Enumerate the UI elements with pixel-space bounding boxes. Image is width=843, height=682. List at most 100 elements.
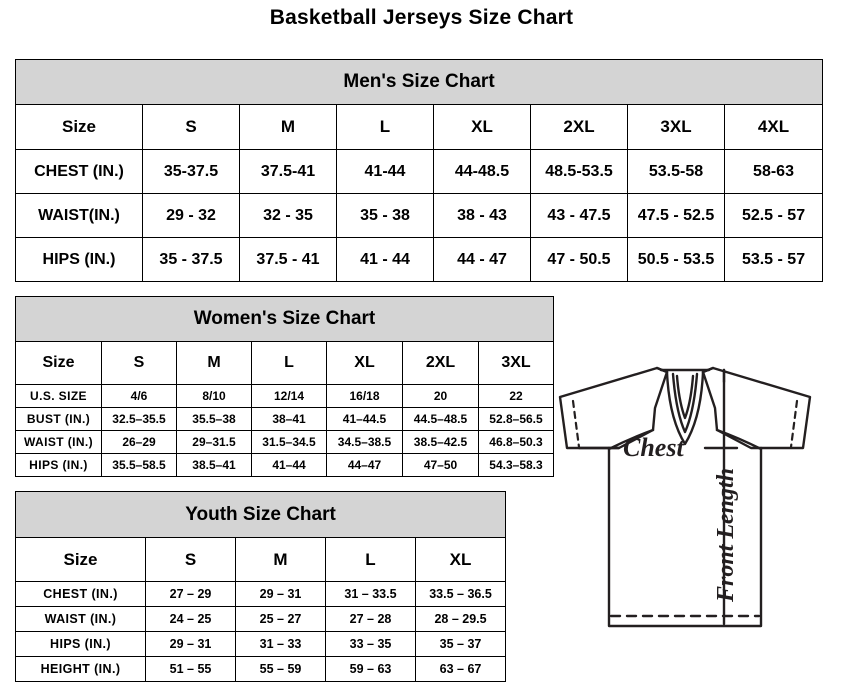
mens-header-cell: L [336, 104, 434, 150]
mens-size-chart-table: Men's Size Chart Size S M L XL 2XL 3XL 4… [14, 59, 824, 282]
right-sleeve-shape [701, 366, 812, 450]
womens-data-cell: 32.5–35.5 [101, 407, 177, 431]
mens-data-cell: 50.5 - 53.5 [627, 237, 725, 282]
womens-header-cell: XL [326, 341, 403, 385]
mens-data-cell: 29 - 32 [142, 193, 240, 238]
mens-header-cell: 3XL [627, 104, 725, 150]
womens-data-cell: 35.5–38 [176, 407, 252, 431]
womens-header-cell: S [101, 341, 177, 385]
mens-data-cell: 35 - 37.5 [142, 237, 240, 282]
mens-header-row: Size S M L XL 2XL 3XL 4XL [15, 104, 824, 150]
womens-data-cell: 26–29 [101, 430, 177, 454]
mens-data-cell: 32 - 35 [239, 193, 337, 238]
womens-data-cell: 8/10 [176, 384, 252, 408]
youth-header-cell: M [235, 537, 326, 582]
womens-header-cell: M [176, 341, 252, 385]
womens-data-cell: 46.8–50.3 [478, 430, 554, 454]
mens-data-cell: 53.5 - 57 [723, 237, 824, 282]
youth-row-label: HIPS (IN.) [15, 631, 146, 657]
womens-header-cell: 2XL [402, 341, 479, 385]
mens-data-cell: 41-44 [336, 149, 434, 194]
jersey-body-shape [607, 446, 763, 628]
womens-table-band: Women's Size Chart [15, 296, 554, 342]
mens-data-cell: 41 - 44 [336, 237, 434, 282]
youth-data-cell: 59 – 63 [325, 656, 416, 682]
mens-data-cell: 35-37.5 [142, 149, 240, 194]
youth-data-cell: 29 – 31 [235, 581, 326, 607]
womens-data-cell: 44–47 [326, 453, 403, 477]
chest-label: Chest [623, 433, 684, 462]
youth-data-cell: 27 – 29 [145, 581, 236, 607]
table-row: CHEST (IN.) 27 – 29 29 – 31 31 – 33.5 33… [15, 581, 507, 607]
womens-data-cell: 35.5–58.5 [101, 453, 177, 477]
youth-data-cell: 27 – 28 [325, 606, 416, 632]
mens-data-cell: 44-48.5 [433, 149, 531, 194]
womens-data-cell: 31.5–34.5 [251, 430, 327, 454]
womens-data-cell: 41–44 [251, 453, 327, 477]
mens-header-cell: S [142, 104, 240, 150]
youth-data-cell: 33 – 35 [325, 631, 416, 657]
womens-header-row: Size S M L XL 2XL 3XL [15, 341, 554, 385]
womens-data-cell: 41–44.5 [326, 407, 403, 431]
youth-row-label: WAIST (IN.) [15, 606, 146, 632]
table-row: BUST (IN.) 32.5–35.5 35.5–38 38–41 41–44… [15, 407, 554, 431]
youth-data-cell: 28 – 29.5 [414, 606, 507, 632]
table-row: CHEST (IN.) 35-37.5 37.5-41 41-44 44-48.… [15, 149, 824, 194]
table-row: HIPS (IN.) 29 – 31 31 – 33 33 – 35 35 – … [15, 631, 507, 657]
mens-header-cell: XL [433, 104, 531, 150]
womens-data-cell: 47–50 [402, 453, 479, 477]
mens-data-cell: 38 - 43 [433, 193, 531, 238]
table-row: HEIGHT (IN.) 51 – 55 55 – 59 59 – 63 63 … [15, 656, 507, 682]
mens-data-cell: 47.5 - 52.5 [627, 193, 725, 238]
youth-header-cell: S [145, 537, 236, 582]
youth-data-cell: 31 – 33.5 [325, 581, 416, 607]
womens-row-label: HIPS (IN.) [15, 453, 102, 477]
womens-row-label: BUST (IN.) [15, 407, 102, 431]
mens-data-cell: 52.5 - 57 [723, 193, 824, 238]
womens-data-cell: 29–31.5 [176, 430, 252, 454]
mens-row-label: CHEST (IN.) [15, 149, 143, 194]
womens-data-cell: 44.5–48.5 [402, 407, 479, 431]
mens-table-band: Men's Size Chart [14, 59, 824, 105]
womens-row-label: U.S. SIZE [15, 384, 102, 408]
womens-data-cell: 34.5–38.5 [326, 430, 403, 454]
youth-header-cell: L [325, 537, 416, 582]
table-row: HIPS (IN.) 35.5–58.5 38.5–41 41–44 44–47… [15, 453, 554, 477]
table-row: WAIST(IN.) 29 - 32 32 - 35 35 - 38 38 - … [15, 193, 824, 238]
mens-data-cell: 47 - 50.5 [530, 237, 628, 282]
womens-data-cell: 16/18 [326, 384, 403, 408]
womens-data-cell: 20 [402, 384, 479, 408]
youth-data-cell: 29 – 31 [145, 631, 236, 657]
youth-row-label: HEIGHT (IN.) [15, 656, 146, 682]
mens-data-cell: 44 - 47 [433, 237, 531, 282]
mens-data-cell: 37.5 - 41 [239, 237, 337, 282]
mens-header-cell: Size [15, 104, 143, 150]
womens-data-cell: 54.3–58.3 [478, 453, 554, 477]
table-row: WAIST (IN.) 26–29 29–31.5 31.5–34.5 34.5… [15, 430, 554, 454]
youth-data-cell: 51 – 55 [145, 656, 236, 682]
youth-data-cell: 24 – 25 [145, 606, 236, 632]
front-length-label: Front Length [713, 468, 739, 603]
jersey-measurement-diagram: Chest Front Length [527, 352, 843, 679]
page-title: Basketball Jerseys Size Chart [269, 6, 574, 29]
table-row: WAIST (IN.) 24 – 25 25 – 27 27 – 28 28 –… [15, 606, 507, 632]
right-cuff-dashed-line [789, 399, 799, 449]
youth-row-label: CHEST (IN.) [15, 581, 146, 607]
mens-row-label: WAIST(IN.) [15, 193, 143, 238]
youth-data-cell: 33.5 – 36.5 [414, 581, 507, 607]
mens-data-cell: 35 - 38 [336, 193, 434, 238]
mens-row-label: HIPS (IN.) [15, 237, 143, 282]
youth-header-cell: XL [414, 537, 507, 582]
right-armhole-curve [715, 428, 763, 451]
womens-size-chart-table: Women's Size Chart Size S M L XL 2XL 3XL… [15, 296, 554, 477]
mens-header-cell: M [239, 104, 337, 150]
womens-data-cell: 38.5–41 [176, 453, 252, 477]
youth-size-chart-table: Youth Size Chart Size S M L XL CHEST (IN… [14, 491, 507, 682]
womens-data-cell: 38.5–42.5 [402, 430, 479, 454]
table-row: U.S. SIZE 4/6 8/10 12/14 16/18 20 22 [15, 384, 554, 408]
mens-header-cell: 2XL [530, 104, 628, 150]
youth-data-cell: 31 – 33 [235, 631, 326, 657]
youth-header-cell: Size [15, 537, 146, 582]
table-row: HIPS (IN.) 35 - 37.5 37.5 - 41 41 - 44 4… [15, 237, 824, 282]
mens-header-cell: 4XL [723, 104, 824, 150]
